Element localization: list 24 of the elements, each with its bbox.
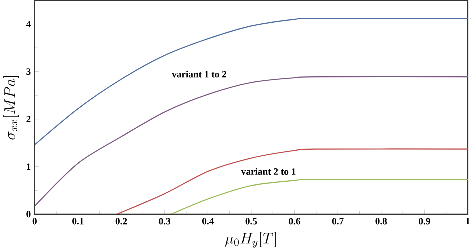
x-tick-label: 0.5 bbox=[246, 218, 258, 225]
line-series bbox=[170, 179, 468, 215]
annotation: variant 1 to 2 bbox=[172, 71, 226, 78]
x-tick-label: 0.3 bbox=[159, 218, 171, 225]
x-axis-title: $\mu_0 H_y[T]$ bbox=[225, 232, 276, 248]
line-series bbox=[116, 148, 468, 215]
line-series bbox=[34, 76, 468, 208]
y-tick-label: 3 bbox=[26, 68, 31, 76]
x-tick-label: 0 bbox=[32, 218, 37, 225]
x-tick-label: 0.4 bbox=[202, 218, 214, 225]
annotation: variant 2 to 1 bbox=[241, 168, 296, 176]
y-tick-label: 1 bbox=[27, 164, 31, 170]
y-tick-label: 4 bbox=[26, 21, 31, 28]
x-tick-label: 0.9 bbox=[419, 218, 430, 225]
x-tick-label: 0.7 bbox=[332, 218, 344, 225]
x-tick-label: 0.6 bbox=[289, 218, 301, 225]
line-series bbox=[34, 18, 468, 146]
x-tick-label: 0.8 bbox=[376, 218, 388, 225]
x-tick-label: 0.2 bbox=[116, 218, 128, 225]
y-tick-label: 0 bbox=[26, 211, 31, 218]
y-tick-label: 2 bbox=[26, 116, 31, 123]
x-tick-label: 0.1 bbox=[72, 218, 84, 225]
x-tick-label: 1 bbox=[466, 218, 470, 225]
y-axis-title: $\sigma_{xx}[MPa]$ bbox=[4, 76, 19, 140]
